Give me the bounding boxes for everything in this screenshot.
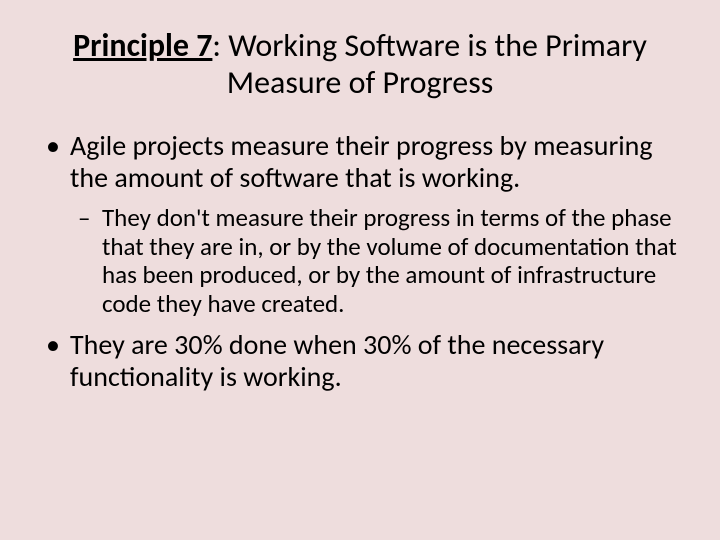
- title-label: Principle 7: [73, 26, 212, 65]
- bullet-item: They are 30% done when 30% of the necess…: [40, 329, 680, 393]
- slide-body: Agile projects measure their progress by…: [40, 130, 680, 394]
- title-rest: : Working Software is the Primary Measur…: [212, 26, 646, 102]
- slide-title: Principle 7: Working Software is the Pri…: [40, 28, 680, 102]
- bullet-item: Agile projects measure their progress by…: [40, 130, 680, 194]
- bullet-text: Agile projects measure their progress by…: [70, 128, 653, 195]
- bullet-text: They don't measure their progress in ter…: [102, 202, 677, 319]
- bullet-text: They are 30% done when 30% of the necess…: [70, 327, 604, 394]
- slide: Principle 7: Working Software is the Pri…: [0, 0, 720, 540]
- bullet-item: They don't measure their progress in ter…: [40, 204, 680, 319]
